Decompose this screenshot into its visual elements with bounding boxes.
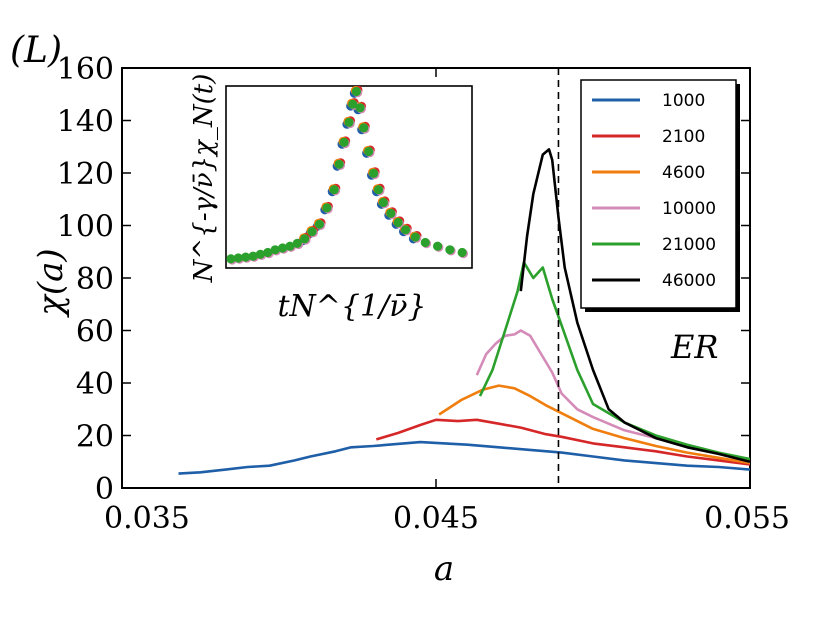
y-tick-label: 40 bbox=[76, 367, 114, 402]
legend-label-1000: 1000 bbox=[662, 91, 705, 111]
y-tick-label: 100 bbox=[57, 210, 114, 245]
series-layer bbox=[178, 148, 750, 475]
x-ticks: 0.035 0.045 0.055 bbox=[104, 68, 790, 536]
series-line-21000 bbox=[478, 260, 750, 461]
legend-label-10000: 10000 bbox=[662, 199, 716, 219]
inset-point bbox=[307, 227, 317, 237]
y-tick-label: 80 bbox=[76, 262, 114, 297]
inset-point bbox=[255, 249, 265, 259]
legend-box bbox=[580, 79, 737, 309]
inset-point bbox=[355, 103, 365, 113]
inset-point bbox=[226, 254, 236, 264]
y-tick-label: 140 bbox=[57, 105, 114, 140]
x-tick-label: 0.045 bbox=[393, 501, 479, 536]
inset-point bbox=[339, 137, 349, 147]
inset-point bbox=[359, 123, 369, 133]
inset-x-title: tN^{1/ν̄} bbox=[277, 289, 426, 324]
inset-frame bbox=[225, 85, 473, 269]
y-axis-title: χ(a) bbox=[31, 248, 71, 317]
inset-point bbox=[457, 247, 467, 258]
inset-point bbox=[420, 237, 430, 248]
series-line-46000 bbox=[519, 148, 750, 464]
inset-point bbox=[373, 185, 384, 195]
legend: 1000 2100 4600 10000 21000 46000 bbox=[580, 79, 740, 312]
inset-point bbox=[393, 217, 403, 228]
y-tick-label: 60 bbox=[76, 315, 114, 350]
inset-point bbox=[241, 252, 251, 262]
inset-point bbox=[364, 146, 374, 157]
x-axis-title: a bbox=[434, 549, 454, 589]
series-line-2100 bbox=[375, 418, 750, 466]
y-ticks: 0 20 40 60 80 100 120 140 160 bbox=[57, 52, 750, 507]
inset-point bbox=[329, 185, 339, 195]
x-tick-label: 0.035 bbox=[104, 501, 190, 536]
y-tick-label: 0 bbox=[95, 472, 114, 507]
inset-point bbox=[348, 99, 358, 109]
y-tick-label: 20 bbox=[76, 420, 114, 455]
inset-point bbox=[334, 159, 344, 169]
series-line-1000 bbox=[178, 440, 750, 475]
panel-label: (L) bbox=[10, 30, 62, 71]
inset-point bbox=[386, 208, 396, 218]
inset-point bbox=[233, 253, 243, 263]
legend-label-2100: 2100 bbox=[662, 127, 705, 147]
inset-point bbox=[401, 225, 411, 235]
legend-label-4600: 4600 bbox=[662, 163, 705, 183]
inset-point bbox=[351, 86, 361, 97]
threshold-label: ER bbox=[670, 328, 718, 366]
series-line-4600 bbox=[438, 384, 750, 465]
inset: tN^{1/ν̄} N^{-γ/ν̄}χ_N(t) bbox=[189, 74, 473, 324]
y-tick-label: 160 bbox=[57, 52, 114, 87]
inset-point bbox=[270, 245, 280, 255]
inset-point bbox=[278, 243, 288, 253]
inset-point bbox=[300, 234, 310, 244]
x-tick-label: 0.055 bbox=[704, 501, 790, 536]
inset-point bbox=[263, 247, 273, 258]
inset-point bbox=[285, 241, 295, 251]
inset-point bbox=[344, 117, 354, 127]
inset-point bbox=[369, 168, 379, 178]
inset-point bbox=[433, 241, 443, 251]
inset-point bbox=[410, 232, 420, 242]
inset-point bbox=[445, 245, 455, 255]
legend-label-46000: 46000 bbox=[662, 271, 716, 291]
inset-point bbox=[248, 251, 258, 261]
inset-point bbox=[292, 238, 302, 248]
inset-point bbox=[322, 203, 332, 213]
legend-label-21000: 21000 bbox=[662, 235, 716, 255]
inset-point bbox=[314, 219, 325, 229]
inset-y-title: N^{-γ/ν̄}χ_N(t) bbox=[189, 74, 219, 284]
y-tick-label: 120 bbox=[57, 157, 114, 192]
inset-point bbox=[378, 197, 388, 208]
